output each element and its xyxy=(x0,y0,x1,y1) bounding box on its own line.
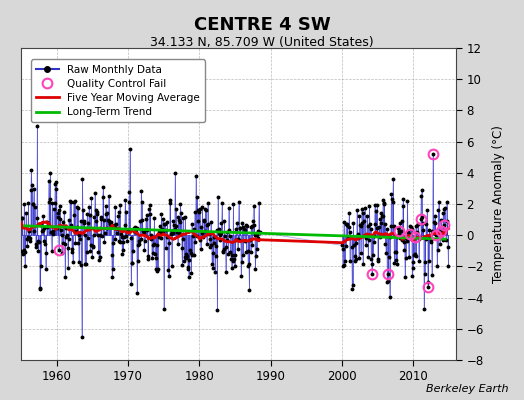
Y-axis label: Temperature Anomaly (°C): Temperature Anomaly (°C) xyxy=(492,125,505,283)
Text: CENTRE 4 SW: CENTRE 4 SW xyxy=(194,16,330,34)
Text: 34.133 N, 85.709 W (United States): 34.133 N, 85.709 W (United States) xyxy=(150,36,374,49)
Text: Berkeley Earth: Berkeley Earth xyxy=(426,384,508,394)
Legend: Raw Monthly Data, Quality Control Fail, Five Year Moving Average, Long-Term Tren: Raw Monthly Data, Quality Control Fail, … xyxy=(30,60,205,122)
